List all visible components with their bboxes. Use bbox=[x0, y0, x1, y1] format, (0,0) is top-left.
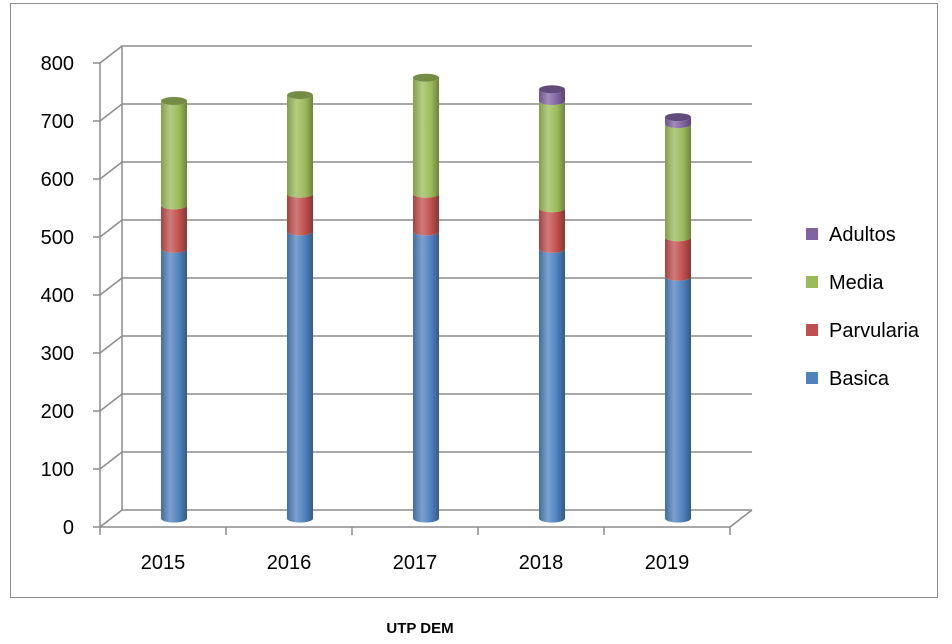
bar-segment-parvularia-2016 bbox=[287, 193, 313, 236]
chart-caption: UTP DEM bbox=[386, 620, 454, 637]
bar-stack-2016 bbox=[287, 91, 313, 523]
legend-swatch bbox=[806, 372, 818, 384]
y-tick-label: 600 bbox=[41, 169, 74, 191]
bar-segment-basica-2015 bbox=[161, 248, 187, 523]
bar-segment-basica-2016 bbox=[287, 231, 313, 523]
y-tick-label: 300 bbox=[41, 343, 74, 365]
legend-item-media: Media bbox=[806, 272, 884, 294]
bars bbox=[161, 73, 691, 523]
x-tick-label: 2019 bbox=[645, 552, 690, 574]
bar-segment-basica-2017 bbox=[413, 231, 439, 523]
bar-segment-adultos-2018 bbox=[539, 89, 565, 105]
legend-item-basica: Basica bbox=[806, 368, 890, 390]
bar-segment-adultos-2019 bbox=[665, 117, 691, 129]
axes: 0 100 200 300 400 500 600 700 800 2015 2016 2017 201… bbox=[41, 46, 753, 574]
bar-segment-media-2019 bbox=[665, 124, 691, 242]
bar-cap bbox=[539, 85, 565, 94]
bar-stack-2015 bbox=[161, 96, 187, 523]
bar-stack-2018 bbox=[539, 85, 565, 523]
x-tick-label: 2017 bbox=[393, 552, 438, 574]
y-tick-label: 800 bbox=[41, 53, 74, 75]
bar-stack-2019 bbox=[665, 113, 691, 523]
bar-segment-media-2017 bbox=[413, 77, 439, 198]
bar-segment-parvularia-2018 bbox=[539, 208, 565, 253]
y-tick-label: 500 bbox=[41, 227, 74, 249]
bar-segment-basica-2019 bbox=[665, 276, 691, 523]
x-tick-label: 2016 bbox=[267, 552, 312, 574]
x-tick-label: 2018 bbox=[519, 552, 564, 574]
legend-item-adultos: Adultos bbox=[806, 224, 896, 246]
bar-cap bbox=[287, 91, 313, 100]
bar-stack-2017 bbox=[413, 73, 439, 523]
bar-segment-parvularia-2017 bbox=[413, 193, 439, 236]
y-tick-label: 0 bbox=[63, 517, 74, 539]
chart-frame bbox=[10, 3, 938, 598]
legend-label: Parvularia bbox=[829, 320, 920, 342]
bar-cap bbox=[413, 73, 439, 82]
bar-segment-parvularia-2015 bbox=[161, 205, 187, 253]
legend-label: Media bbox=[829, 272, 884, 294]
legend: Adultos Media Parvularia Basica bbox=[806, 224, 920, 390]
x-tick-label: 2015 bbox=[141, 552, 186, 574]
bar-segment-media-2015 bbox=[161, 100, 187, 210]
bar-segment-media-2018 bbox=[539, 100, 565, 213]
bar-segment-media-2016 bbox=[287, 95, 313, 198]
legend-label: Basica bbox=[829, 368, 890, 390]
legend-item-parvularia: Parvularia bbox=[806, 320, 920, 342]
bar-segment-parvularia-2019 bbox=[665, 237, 691, 281]
gridline bbox=[99, 45, 752, 64]
legend-swatch bbox=[806, 276, 818, 288]
bar-segment-basica-2018 bbox=[539, 248, 565, 523]
legend-label: Adultos bbox=[829, 224, 896, 246]
bar-cap bbox=[665, 113, 691, 122]
y-tick-label: 400 bbox=[41, 285, 74, 307]
legend-swatch bbox=[806, 324, 818, 336]
y-tick-label: 700 bbox=[41, 111, 74, 133]
legend-swatch bbox=[806, 228, 818, 240]
bar-cap bbox=[161, 96, 187, 105]
y-tick-label: 100 bbox=[41, 459, 74, 481]
y-tick-label: 200 bbox=[41, 401, 74, 423]
